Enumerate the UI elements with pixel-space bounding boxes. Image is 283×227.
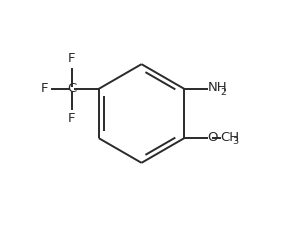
Text: CH: CH [220, 131, 239, 144]
Text: F: F [68, 52, 76, 65]
Text: C: C [67, 82, 76, 95]
Text: F: F [40, 82, 48, 95]
Text: 3: 3 [232, 137, 238, 146]
Text: F: F [68, 112, 76, 125]
Text: NH: NH [208, 81, 227, 94]
Text: O: O [207, 131, 218, 144]
Text: 2: 2 [221, 88, 227, 97]
